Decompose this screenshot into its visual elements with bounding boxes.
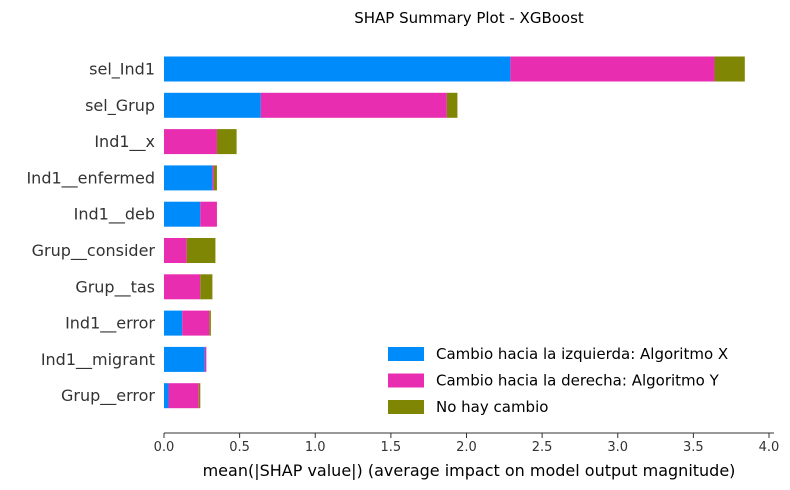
legend-swatch-2 <box>388 400 424 414</box>
y-tick-label: Grup__tas <box>75 277 155 297</box>
legend-label-1: Cambio hacia la derecha: Algoritmo Y <box>436 372 720 390</box>
bar-Ind1__enfermed-series-0 <box>164 165 213 191</box>
y-tick-label: Ind1__migrant <box>41 350 155 370</box>
legend-swatch-1 <box>388 373 424 388</box>
bar-Ind1__migrant-series-0 <box>164 346 205 372</box>
bars-layer <box>164 56 745 409</box>
bar-Ind1__deb-series-1 <box>200 201 217 227</box>
bar-Ind1__migrant-series-1 <box>204 346 207 372</box>
bar-Ind1__x-series-2 <box>216 129 237 155</box>
x-tick-label: 1.5 <box>381 440 402 455</box>
x-tick-label: 3.0 <box>607 440 628 455</box>
y-tick-label: Ind1__enfermed <box>26 168 155 188</box>
x-axis-label: mean(|SHAP value|) (average impact on mo… <box>203 461 736 480</box>
y-tick-label: sel_Grup <box>85 96 155 116</box>
bar-Grup__consider-series-2 <box>186 238 216 263</box>
bar-Ind1__enfermed-series-2 <box>213 165 217 191</box>
bar-Ind1__deb-series-0 <box>164 201 201 227</box>
bar-Ind1__x-series-1 <box>164 129 217 155</box>
y-tick-label: Ind1__x <box>94 132 155 152</box>
x-tick-label: 0.5 <box>229 440 250 455</box>
bar-sel_Ind1-series-2 <box>714 56 745 82</box>
y-tick-label: Grup__error <box>61 386 155 406</box>
bar-Grup__consider-series-1 <box>164 238 187 263</box>
bar-Ind1__enfermed-series-1 <box>212 165 214 191</box>
legend-swatch-0 <box>388 347 424 361</box>
y-tick-label: sel_Ind1 <box>89 60 155 80</box>
bar-Ind1__error-series-1 <box>182 310 210 336</box>
chart-title: SHAP Summary Plot - XGBoost <box>354 9 584 27</box>
bar-Ind1__error-series-2 <box>209 310 211 336</box>
bar-Grup__error-series-0 <box>164 383 169 409</box>
bar-Grup__tas-series-1 <box>164 274 201 300</box>
y-tick-label: Ind1__deb <box>74 205 155 225</box>
bar-Grup__tas-series-2 <box>200 274 213 300</box>
x-tick-label: 0.0 <box>154 440 175 455</box>
x-tick-label: 4.0 <box>759 440 780 455</box>
bar-Grup__error-series-1 <box>168 383 199 409</box>
bar-Ind1__error-series-0 <box>164 310 183 336</box>
x-tick-label: 2.0 <box>456 440 477 455</box>
y-tick-label: Grup__consider <box>32 241 156 261</box>
bar-sel_Grup-series-0 <box>164 92 261 118</box>
bar-Grup__error-series-2 <box>198 383 201 409</box>
bar-sel_Ind1-series-0 <box>164 56 511 82</box>
y-tick-labels: sel_Ind1 sel_Grup Ind1__x Ind1__enfermed Ind… <box>26 60 155 407</box>
bar-sel_Ind1-series-1 <box>510 56 715 82</box>
legend-label-2: No hay cambio <box>436 398 548 416</box>
x-tick-label: 2.5 <box>532 440 553 455</box>
bar-sel_Grup-series-2 <box>446 92 458 118</box>
bar-sel_Grup-series-1 <box>260 92 447 118</box>
legend: Cambio hacia la izquierda: Algoritmo X Ca… <box>388 345 728 416</box>
x-axis: 0.0 0.5 1.0 1.5 2.0 2.5 3.0 3.5 4.0 <box>154 432 780 455</box>
y-tick-label: Ind1__error <box>65 314 155 334</box>
x-tick-label: 3.5 <box>683 440 704 455</box>
x-tick-label: 1.0 <box>305 440 326 455</box>
legend-label-0: Cambio hacia la izquierda: Algoritmo X <box>436 345 728 363</box>
